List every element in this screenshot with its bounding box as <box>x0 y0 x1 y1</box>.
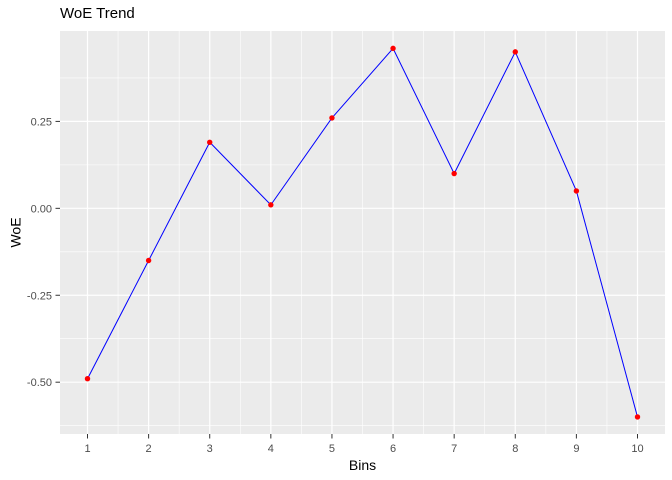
data-point-bin-5 <box>329 115 335 121</box>
x-tick-label: 2 <box>146 443 152 455</box>
data-point-bin-3 <box>207 139 213 145</box>
data-point-bin-10 <box>634 414 641 420</box>
x-tick-label: 3 <box>207 443 213 455</box>
y-tick-label: -0.50 <box>27 377 52 389</box>
x-tick-label: 7 <box>451 443 457 455</box>
x-tick-label: 8 <box>512 443 518 455</box>
data-point-bin-7 <box>451 170 457 177</box>
y-tick-label: -0.25 <box>27 290 52 302</box>
x-tick-label: 9 <box>573 443 579 455</box>
chart-title: WoE Trend <box>60 5 135 22</box>
x-tick-label: 1 <box>84 443 90 455</box>
x-tick-label: 6 <box>390 443 396 455</box>
y-axis-title: WoE <box>7 217 24 248</box>
data-point-bin-6 <box>390 45 396 52</box>
x-tick-label: 10 <box>631 443 643 455</box>
data-point-bin-2 <box>145 257 152 264</box>
y-tick-label: 0.00 <box>31 203 52 215</box>
data-point-bin-4 <box>268 202 274 208</box>
data-point-bin-1 <box>84 376 91 382</box>
x-axis-title: Bins <box>348 457 377 473</box>
x-tick-label: 4 <box>268 443 274 455</box>
data-point-bin-8 <box>512 49 518 55</box>
data-point-bin-9 <box>573 188 580 194</box>
x-tick-label: 5 <box>329 443 335 455</box>
trend-line <box>87 47 638 418</box>
y-tick-label: 0.25 <box>31 116 52 128</box>
